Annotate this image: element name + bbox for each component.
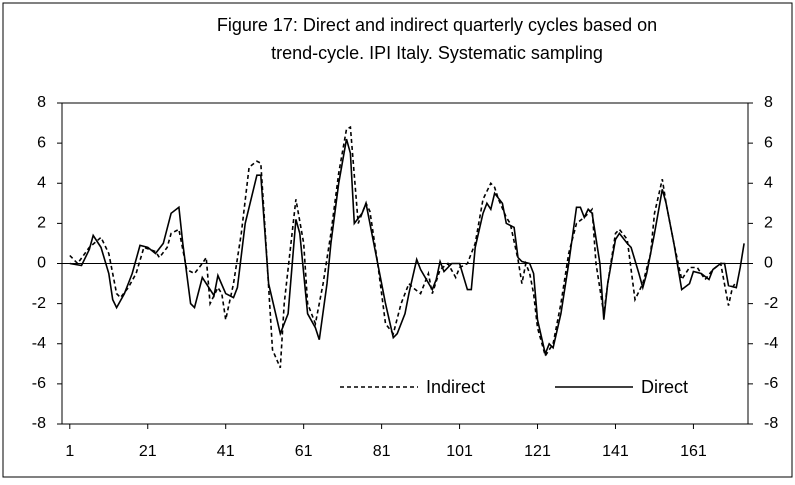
x-tick-label: 81: [373, 443, 391, 460]
x-tick-label: 41: [217, 443, 235, 460]
chart-title: Figure 17: Direct and indirect quarterly…: [217, 15, 657, 35]
legend-label: Indirect: [426, 377, 485, 397]
legend-label: Direct: [641, 377, 688, 397]
x-tick-label: 61: [295, 443, 313, 460]
y-tick-label: -4: [32, 335, 46, 352]
chart-title: trend-cycle. IPI Italy. Systematic sampl…: [271, 43, 603, 63]
series-line: [69, 125, 737, 369]
chart-frame: [2, 2, 793, 478]
y-tick-label: 4: [37, 174, 46, 191]
x-tick-label: 1: [65, 443, 74, 460]
x-tick-label: 161: [680, 443, 707, 460]
y-tick-label: 2: [37, 215, 46, 232]
y2-tick-label: -4: [764, 335, 778, 352]
y-tick-label: -8: [32, 415, 46, 432]
series-line: [69, 138, 745, 357]
y2-tick-label: -6: [764, 375, 778, 392]
y2-tick-label: -2: [764, 295, 778, 312]
x-tick-label: 101: [446, 443, 473, 460]
y-tick-label: 6: [37, 134, 46, 151]
y2-tick-label: 8: [764, 94, 773, 111]
y2-tick-label: 4: [764, 174, 773, 191]
y2-tick-label: 2: [764, 215, 773, 232]
x-tick-label: 141: [602, 443, 629, 460]
y-tick-label: 0: [37, 255, 46, 272]
y2-tick-label: -8: [764, 415, 778, 432]
x-tick-label: 121: [524, 443, 551, 460]
y-tick-label: -6: [32, 375, 46, 392]
x-tick-label: 21: [139, 443, 157, 460]
y-tick-label: -2: [32, 295, 46, 312]
y2-tick-label: 0: [764, 255, 773, 272]
y-tick-label: 8: [37, 94, 46, 111]
y2-tick-label: 6: [764, 134, 773, 151]
